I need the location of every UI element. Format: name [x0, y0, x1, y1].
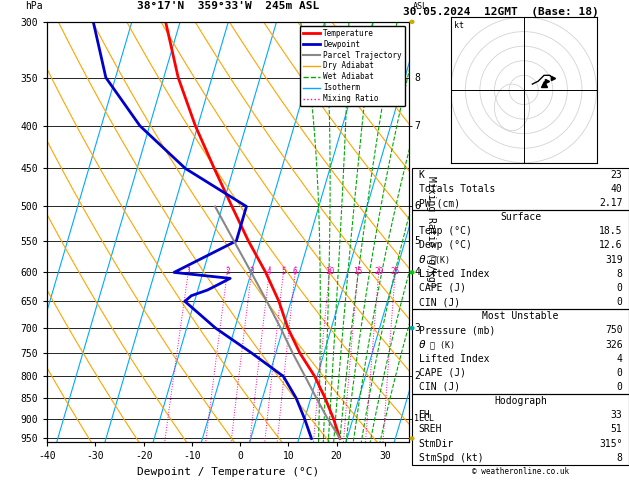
Text: StmSpd (kt): StmSpd (kt)	[418, 452, 483, 463]
Text: Hodograph: Hodograph	[494, 396, 547, 406]
Text: 0: 0	[616, 283, 623, 293]
Text: CAPE (J): CAPE (J)	[418, 283, 465, 293]
Bar	[412, 309, 629, 394]
X-axis label: Dewpoint / Temperature (°C): Dewpoint / Temperature (°C)	[137, 467, 319, 477]
Text: CAPE (J): CAPE (J)	[418, 368, 465, 378]
Text: 3: 3	[415, 323, 420, 333]
Text: 315°: 315°	[599, 438, 623, 449]
Text: PW (cm): PW (cm)	[418, 198, 460, 208]
Bar	[412, 210, 629, 309]
Text: Lifted Index: Lifted Index	[418, 269, 489, 279]
Text: 10: 10	[325, 267, 334, 277]
Text: 8: 8	[616, 269, 623, 279]
Text: θ: θ	[418, 340, 425, 349]
Legend: Temperature, Dewpoint, Parcel Trajectory, Dry Adiabat, Wet Adiabat, Isotherm, Mi: Temperature, Dewpoint, Parcel Trajectory…	[299, 26, 405, 106]
Text: 2: 2	[415, 371, 420, 382]
Text: 51: 51	[611, 424, 623, 434]
Text: 319: 319	[605, 255, 623, 265]
Text: 0: 0	[616, 382, 623, 392]
Text: 750: 750	[605, 325, 623, 335]
Text: Pressure (mb): Pressure (mb)	[418, 325, 495, 335]
Text: CIN (J): CIN (J)	[418, 382, 460, 392]
Text: 38°17'N  359°33'W  245m ASL: 38°17'N 359°33'W 245m ASL	[137, 1, 319, 11]
Text: θ: θ	[418, 255, 425, 265]
Y-axis label: Mixing Ratio (g/kg): Mixing Ratio (g/kg)	[426, 176, 436, 288]
Text: 15: 15	[353, 267, 362, 277]
Text: 0: 0	[616, 297, 623, 307]
Text: 6: 6	[415, 202, 420, 211]
Text: Surface: Surface	[500, 212, 541, 222]
Text: Totals Totals: Totals Totals	[418, 184, 495, 194]
Text: 25: 25	[391, 267, 400, 277]
Text: K: K	[418, 170, 425, 180]
Text: 1LCL: 1LCL	[415, 415, 434, 423]
Text: 3: 3	[249, 267, 254, 277]
Text: EH: EH	[418, 410, 430, 420]
Text: SREH: SREH	[418, 424, 442, 434]
Text: 4: 4	[415, 267, 420, 278]
Text: 4: 4	[267, 267, 272, 277]
Text: 4: 4	[616, 354, 623, 364]
Text: 5: 5	[281, 267, 286, 277]
Text: kt: kt	[454, 21, 464, 31]
Text: 5: 5	[415, 236, 420, 246]
Text: 8: 8	[616, 452, 623, 463]
Bar	[412, 394, 629, 465]
Text: 1: 1	[186, 267, 191, 277]
Text: ᴄ (K): ᴄ (K)	[430, 340, 455, 349]
Text: Most Unstable: Most Unstable	[482, 311, 559, 321]
Text: hPa: hPa	[25, 1, 43, 11]
Text: © weatheronline.co.uk: © weatheronline.co.uk	[472, 468, 569, 476]
Bar	[412, 168, 629, 210]
Text: Dewp (°C): Dewp (°C)	[418, 241, 471, 250]
Text: 12.6: 12.6	[599, 241, 623, 250]
Text: km
ASL: km ASL	[413, 0, 428, 11]
Text: CIN (J): CIN (J)	[418, 297, 460, 307]
Text: 2: 2	[225, 267, 230, 277]
Text: 0: 0	[616, 368, 623, 378]
Text: 6: 6	[293, 267, 298, 277]
Text: 30.05.2024  12GMT  (Base: 18): 30.05.2024 12GMT (Base: 18)	[403, 7, 598, 17]
Text: Temp (°C): Temp (°C)	[418, 226, 471, 236]
Text: 7: 7	[415, 121, 420, 131]
Text: 8: 8	[415, 72, 420, 83]
Text: 18.5: 18.5	[599, 226, 623, 236]
Text: 2.17: 2.17	[599, 198, 623, 208]
Text: 326: 326	[605, 340, 623, 349]
Text: Lifted Index: Lifted Index	[418, 354, 489, 364]
Text: 23: 23	[611, 170, 623, 180]
Text: ᴄ(K): ᴄ(K)	[430, 255, 450, 264]
Text: 40: 40	[611, 184, 623, 194]
Text: 33: 33	[611, 410, 623, 420]
Text: StmDir: StmDir	[418, 438, 454, 449]
Text: 20: 20	[374, 267, 384, 277]
